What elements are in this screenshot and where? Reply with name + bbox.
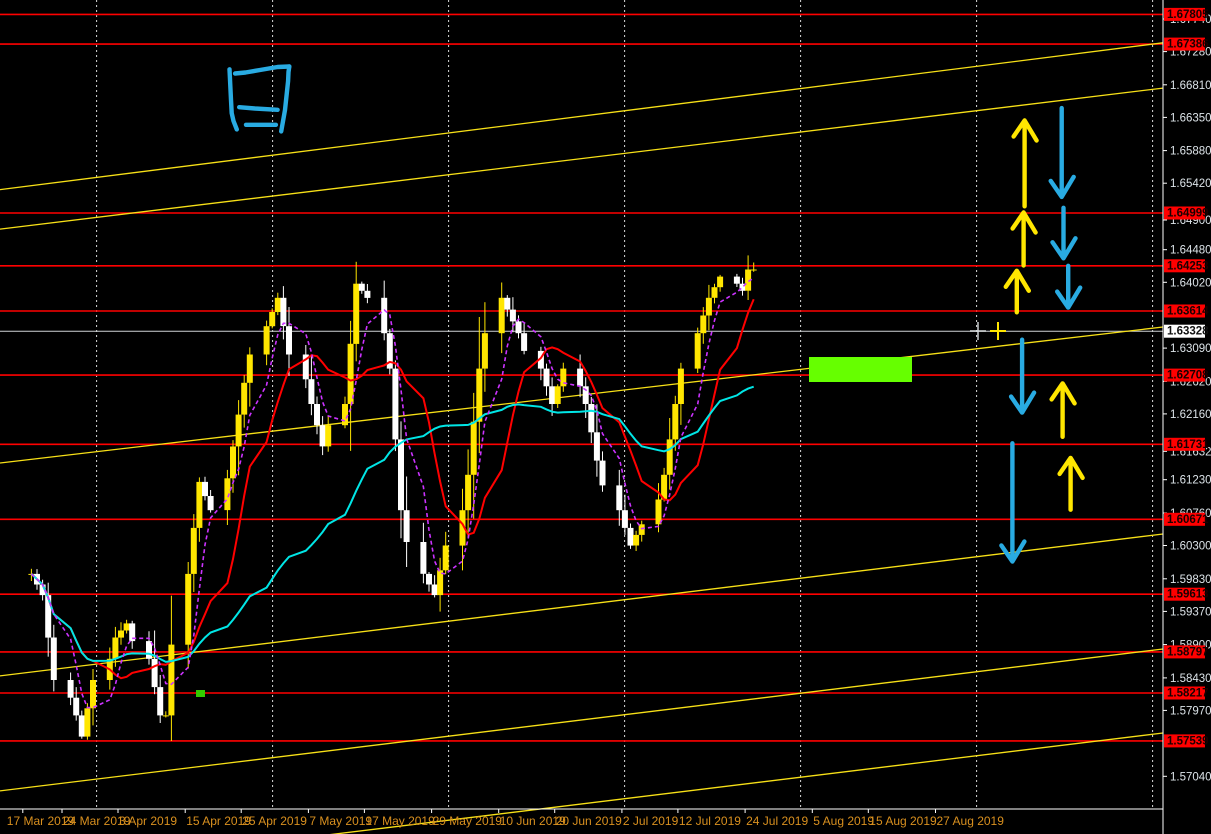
svg-text:1.64253: 1.64253 [1167, 260, 1209, 272]
svg-text:1.58797: 1.58797 [1167, 646, 1209, 658]
svg-text:24 Jul 2019: 24 Jul 2019 [746, 814, 808, 828]
svg-text:1.61731: 1.61731 [1167, 439, 1209, 451]
svg-text:1.59830: 1.59830 [1170, 574, 1211, 586]
svg-text:1.63090: 1.63090 [1170, 343, 1211, 355]
svg-text:1.64020: 1.64020 [1170, 277, 1211, 289]
svg-text:1.66350: 1.66350 [1170, 112, 1211, 124]
svg-text:1.67805: 1.67805 [1167, 9, 1209, 21]
svg-text:7 May 2019: 7 May 2019 [309, 814, 372, 828]
svg-text:1.59370: 1.59370 [1170, 606, 1211, 618]
svg-text:1.64999: 1.64999 [1167, 208, 1209, 220]
svg-text:27 Aug 2019: 27 Aug 2019 [937, 814, 1005, 828]
svg-text:1.62708: 1.62708 [1167, 370, 1209, 382]
svg-text:15 Aug 2019: 15 Aug 2019 [869, 814, 937, 828]
svg-text:1.65420: 1.65420 [1170, 178, 1211, 190]
svg-text:1.63328: 1.63328 [1167, 326, 1209, 338]
svg-text:1.57539: 1.57539 [1167, 735, 1209, 747]
svg-text:1.62160: 1.62160 [1170, 409, 1211, 421]
svg-text:1.57970: 1.57970 [1170, 705, 1211, 717]
svg-text:29 May 2019: 29 May 2019 [433, 814, 503, 828]
svg-text:1.65880: 1.65880 [1170, 146, 1211, 158]
svg-text:1.60300: 1.60300 [1170, 541, 1211, 553]
svg-text:1.63614: 1.63614 [1167, 306, 1209, 318]
svg-text:25 Apr 2019: 25 Apr 2019 [242, 814, 307, 828]
svg-text:1.61230: 1.61230 [1170, 475, 1211, 487]
svg-text:1.66810: 1.66810 [1170, 80, 1211, 92]
svg-text:2 Jul 2019: 2 Jul 2019 [623, 814, 679, 828]
svg-text:1.58430: 1.58430 [1170, 673, 1211, 685]
svg-text:1.58217: 1.58217 [1167, 688, 1209, 700]
svg-text:1.57040: 1.57040 [1170, 771, 1211, 783]
svg-text:1.60671: 1.60671 [1167, 514, 1209, 526]
svg-text:1.59613: 1.59613 [1167, 589, 1209, 601]
svg-text:5 Aug 2019: 5 Aug 2019 [813, 814, 874, 828]
svg-text:20 Jun 2019: 20 Jun 2019 [556, 814, 622, 828]
svg-text:1.67386: 1.67386 [1167, 39, 1209, 51]
svg-text:1.64480: 1.64480 [1170, 245, 1211, 257]
svg-text:3 Apr 2019: 3 Apr 2019 [119, 814, 177, 828]
svg-text:12 Jul 2019: 12 Jul 2019 [679, 814, 741, 828]
svg-text:17 May 2019: 17 May 2019 [365, 814, 435, 828]
